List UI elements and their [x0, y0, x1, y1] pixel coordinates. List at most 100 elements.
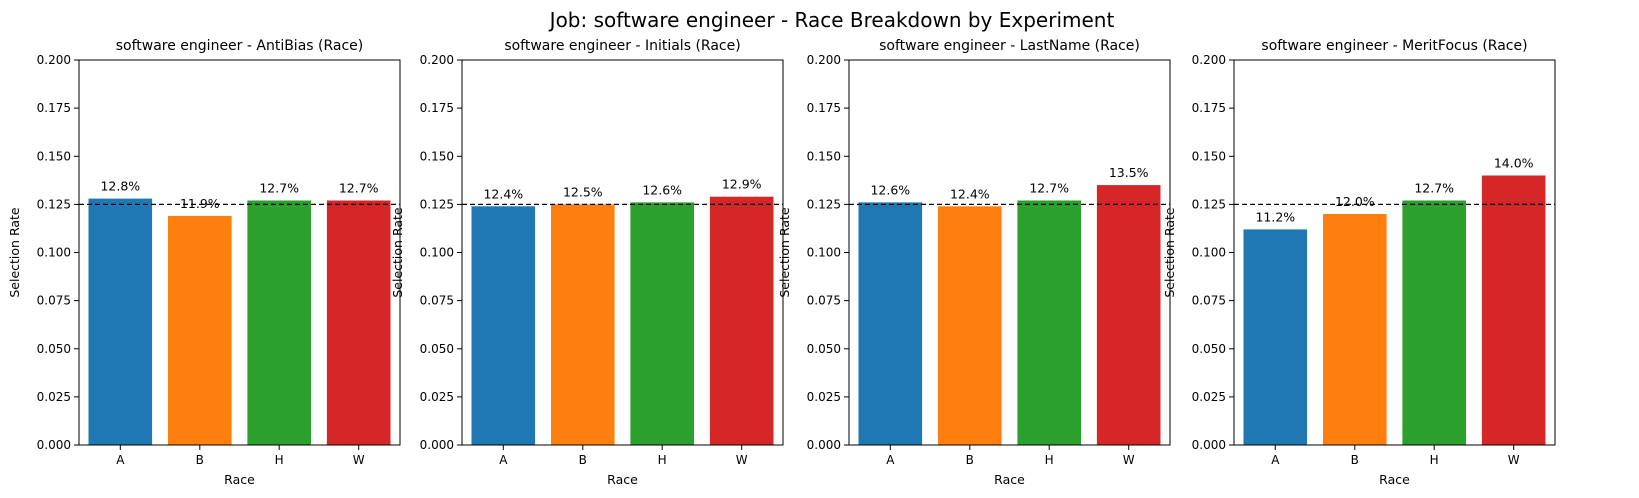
y-tick-label: 0.100: [807, 246, 841, 260]
y-tick-label: 0.150: [807, 149, 841, 163]
x-tick-label: A: [499, 453, 508, 467]
chart-panel-2: 12.4% A 12.5% B 12.6% H 12.9% W 0.000 0.025 0.050 0…: [390, 38, 784, 487]
bar-B: [168, 215, 232, 445]
y-tick-label: 0.200: [1192, 53, 1226, 67]
y-tick-label: 0.000: [420, 438, 454, 452]
chart-title: software engineer - AntiBias (Race): [116, 38, 364, 54]
data-label-A: 12.4%: [483, 186, 523, 201]
y-tick-label: 0.050: [37, 342, 71, 356]
chart-title: software engineer - LastName (Race): [879, 38, 1140, 54]
bar-W: [1096, 185, 1161, 445]
axes-frame: [461, 59, 784, 446]
y-tick-label: 0.000: [37, 438, 71, 452]
y-tick-label: 0.050: [1192, 342, 1226, 356]
y-tick-label: 0.000: [1192, 438, 1226, 452]
y-tick-label: 0.025: [37, 390, 71, 404]
y-tick-label: 0.100: [420, 246, 454, 260]
x-tick-label: B: [579, 453, 587, 467]
y-tick-label: 0.025: [420, 390, 454, 404]
axes-frame: [1233, 59, 1556, 446]
figure-suptitle: Job: software engineer - Race Breakdown …: [548, 8, 1115, 32]
y-axis-label: Selection Rate: [777, 207, 792, 298]
chart-panel-3: 12.6% A 12.4% B 12.7% H 13.5% W 0.000 0.025 0.050 0…: [777, 38, 1171, 487]
data-label-B: 11.9%: [180, 196, 220, 211]
data-label-B: 12.0%: [1335, 194, 1375, 209]
y-tick-label: 0.100: [1192, 246, 1226, 260]
y-tick-label: 0.200: [37, 53, 71, 67]
x-tick-label: W: [1123, 453, 1135, 467]
y-tick-label: 0.175: [807, 101, 841, 115]
x-tick-label: W: [736, 453, 748, 467]
bar-H: [1017, 200, 1081, 445]
data-label-H: 12.7%: [259, 181, 299, 196]
y-tick-label: 0.025: [1192, 390, 1226, 404]
data-label-A: 12.8%: [100, 179, 140, 194]
y-tick-label: 0.125: [420, 197, 454, 211]
x-tick-label: A: [1271, 453, 1280, 467]
y-tick-label: 0.100: [37, 246, 71, 260]
data-label-W: 12.9%: [722, 177, 762, 192]
data-label-B: 12.5%: [563, 184, 603, 199]
bar-A: [1243, 229, 1308, 445]
x-tick-label: A: [116, 453, 125, 467]
x-tick-label: H: [658, 453, 667, 467]
x-tick-label: B: [1351, 453, 1359, 467]
y-tick-label: 0.075: [420, 294, 454, 308]
y-tick-label: 0.125: [807, 197, 841, 211]
y-tick-label: 0.150: [420, 149, 454, 163]
x-tick-label: W: [1508, 453, 1520, 467]
axes-frame: [78, 59, 401, 446]
y-tick-label: 0.200: [420, 53, 454, 67]
data-label-H: 12.7%: [1414, 181, 1454, 196]
bar-W: [709, 196, 774, 445]
y-tick-label: 0.050: [420, 342, 454, 356]
bar-H: [630, 202, 694, 445]
x-tick-label: A: [886, 453, 895, 467]
x-tick-label: H: [1045, 453, 1054, 467]
data-label-A: 12.6%: [870, 182, 910, 197]
axes-frame: [848, 59, 1171, 446]
bar-A: [471, 206, 536, 445]
y-axis-label: Selection Rate: [1162, 207, 1177, 298]
x-tick-label: H: [275, 453, 284, 467]
y-tick-label: 0.050: [807, 342, 841, 356]
chart-panel-4: 11.2% A 12.0% B 12.7% H 14.0% W 0.000 0.025 0.050 0…: [1162, 38, 1556, 487]
chart-panel-1: 12.8% A 11.9% B 12.7% H 12.7% W 0.000 0.025 0.050 0…: [7, 38, 401, 487]
x-axis-label: Race: [1379, 472, 1410, 487]
data-label-W: 12.7%: [339, 181, 379, 196]
bar-H: [1402, 200, 1466, 445]
y-tick-label: 0.075: [807, 294, 841, 308]
bar-B: [551, 204, 615, 445]
x-tick-label: B: [196, 453, 204, 467]
bar-H: [247, 200, 311, 445]
y-tick-label: 0.125: [37, 197, 71, 211]
x-tick-label: W: [353, 453, 365, 467]
y-axis-label: Selection Rate: [7, 207, 22, 298]
y-tick-label: 0.075: [37, 294, 71, 308]
x-axis-label: Race: [607, 472, 638, 487]
y-tick-label: 0.175: [1192, 101, 1226, 115]
data-label-B: 12.4%: [950, 186, 990, 201]
x-tick-label: B: [966, 453, 974, 467]
data-label-H: 12.7%: [1029, 181, 1069, 196]
y-tick-label: 0.150: [1192, 149, 1226, 163]
y-tick-label: 0.200: [807, 53, 841, 67]
chart-title: software engineer - Initials (Race): [504, 38, 740, 54]
data-label-W: 14.0%: [1494, 156, 1534, 171]
y-tick-label: 0.025: [807, 390, 841, 404]
x-tick-label: H: [1430, 453, 1439, 467]
y-tick-label: 0.075: [1192, 294, 1226, 308]
x-axis-label: Race: [224, 472, 255, 487]
x-axis-label: Race: [994, 472, 1025, 487]
bar-B: [938, 206, 1002, 445]
data-label-H: 12.6%: [642, 182, 682, 197]
chart-title: software engineer - MeritFocus (Race): [1261, 38, 1527, 54]
bar-B: [1323, 214, 1387, 445]
bar-W: [1481, 175, 1546, 445]
y-tick-label: 0.175: [420, 101, 454, 115]
y-tick-label: 0.175: [37, 101, 71, 115]
data-label-A: 11.2%: [1255, 209, 1295, 224]
y-tick-label: 0.150: [37, 149, 71, 163]
bar-A: [88, 198, 153, 445]
